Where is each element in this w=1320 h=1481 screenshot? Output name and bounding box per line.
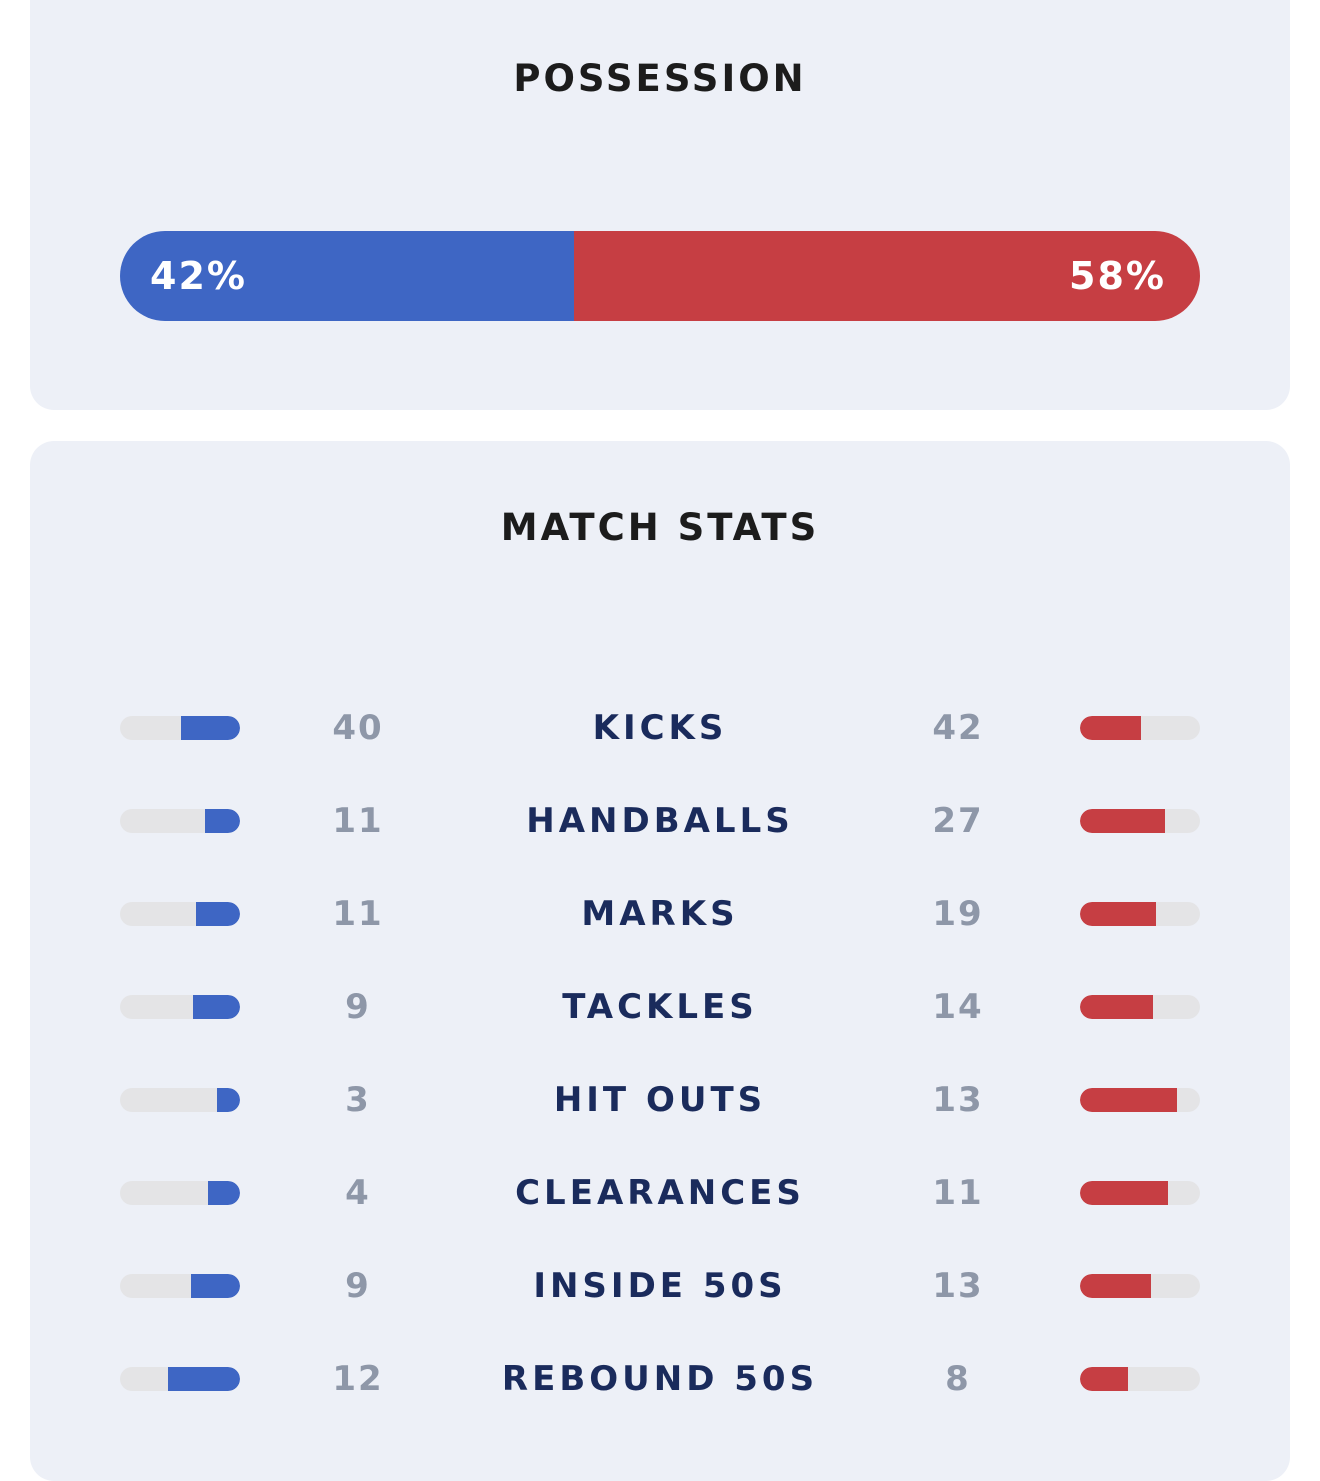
away-value: 14 [932, 987, 984, 1027]
home-bar-fill [193, 995, 240, 1019]
possession-title: POSSESSION [513, 57, 807, 100]
stat-row-inside-50s: 9 INSIDE 50S 13 [30, 1256, 1290, 1316]
away-bar-fill [1080, 995, 1154, 1019]
stat-name: CLEARANCES [515, 1173, 805, 1213]
away-bar-track [1080, 716, 1200, 740]
home-bar-track [120, 995, 240, 1019]
possession-away-segment: 58% [573, 231, 1200, 321]
away-bar-fill [1080, 1367, 1128, 1391]
home-bar-fill [181, 716, 240, 740]
away-bar-fill [1080, 809, 1166, 833]
away-bar-track [1080, 809, 1200, 833]
possession-away-label: 58% [1069, 254, 1166, 298]
home-bar-fill [207, 1181, 240, 1205]
away-bar-fill [1080, 1088, 1178, 1112]
home-value: 11 [332, 894, 384, 934]
home-bar-track [120, 1181, 240, 1205]
home-bar-fill [217, 1088, 240, 1112]
away-value: 13 [932, 1080, 984, 1120]
away-bar-track [1080, 1274, 1200, 1298]
home-value: 4 [345, 1173, 371, 1213]
away-bar-fill [1080, 1181, 1168, 1205]
possession-home-segment: 42% [120, 231, 574, 321]
match-stats-card: MATCH STATS 40 KICKS 42 11 HANDBALLS 27 … [30, 441, 1290, 1481]
home-value: 40 [332, 708, 384, 748]
away-bar-track [1080, 1367, 1200, 1391]
stat-name: MARKS [581, 894, 739, 934]
stat-name: HIT OUTS [553, 1080, 767, 1120]
away-bar-track [1080, 902, 1200, 926]
away-bar-fill [1080, 902, 1156, 926]
stat-name: KICKS [592, 708, 728, 748]
home-bar-fill [195, 902, 240, 926]
away-value: 27 [932, 801, 984, 841]
away-bar-track [1080, 1181, 1200, 1205]
away-value: 42 [932, 708, 984, 748]
home-value: 12 [332, 1359, 384, 1399]
home-value: 9 [345, 987, 371, 1027]
away-bar-track [1080, 1088, 1200, 1112]
away-value: 11 [932, 1173, 984, 1213]
home-bar-fill [205, 809, 240, 833]
away-bar-track [1080, 995, 1200, 1019]
away-bar-fill [1080, 716, 1142, 740]
stat-name: INSIDE 50S [533, 1266, 787, 1306]
home-bar-track [120, 902, 240, 926]
possession-card: POSSESSION 42% 58% [30, 0, 1290, 410]
home-bar-fill [190, 1274, 240, 1298]
stat-row-kicks: 40 KICKS 42 [30, 698, 1290, 758]
away-bar-fill [1080, 1274, 1151, 1298]
away-value: 19 [932, 894, 984, 934]
home-bar-track [120, 809, 240, 833]
home-bar-track [120, 1274, 240, 1298]
away-value: 13 [932, 1266, 984, 1306]
stat-row-marks: 11 MARKS 19 [30, 884, 1290, 944]
stat-row-clearances: 4 CLEARANCES 11 [30, 1163, 1290, 1223]
home-bar-track [120, 716, 240, 740]
stat-row-hit-outs: 3 HIT OUTS 13 [30, 1070, 1290, 1130]
home-bar-fill [168, 1367, 240, 1391]
stat-row-tackles: 9 TACKLES 14 [30, 977, 1290, 1037]
home-value: 9 [345, 1266, 371, 1306]
stat-name: TACKLES [562, 987, 758, 1027]
match-stats-title: MATCH STATS [500, 506, 820, 549]
possession-bar: 42% 58% [120, 231, 1200, 321]
home-value: 3 [345, 1080, 371, 1120]
stat-row-handballs: 11 HANDBALLS 27 [30, 791, 1290, 851]
possession-home-label: 42% [150, 254, 247, 298]
home-bar-track [120, 1367, 240, 1391]
home-value: 11 [332, 801, 384, 841]
stat-name: HANDBALLS [526, 801, 794, 841]
stat-row-rebound-50s: 12 REBOUND 50S 8 [30, 1349, 1290, 1409]
away-value: 8 [945, 1359, 971, 1399]
home-bar-track [120, 1088, 240, 1112]
stat-name: REBOUND 50S [501, 1359, 819, 1399]
